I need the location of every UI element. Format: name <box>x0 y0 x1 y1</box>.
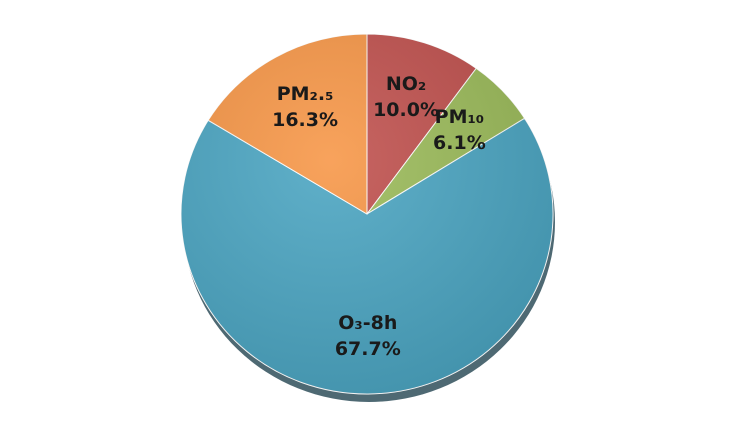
slice-label-name: NO₂ <box>386 73 426 95</box>
slice-label-value: 6.1% <box>433 132 486 154</box>
labels: NO₂ 10.0%PM₁₀ 6.1% O₃-8h 67.7% PM₂.₅ 16.3% <box>272 73 486 360</box>
slice-label-value: 16.3% <box>272 109 338 131</box>
slice-label-name: O₃-8h <box>338 312 397 334</box>
slice-label-value: 67.7% <box>335 338 401 360</box>
slice-label-name: PM₁₀ <box>435 106 484 128</box>
slice-label-value: 10.0% <box>373 99 439 121</box>
slice-label-name: PM₂.₅ <box>277 83 334 105</box>
